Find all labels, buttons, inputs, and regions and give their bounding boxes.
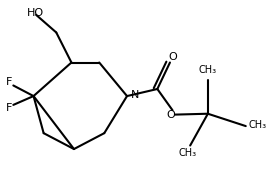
Text: F: F — [6, 103, 12, 113]
Text: O: O — [168, 52, 177, 62]
Text: CH₃: CH₃ — [178, 148, 197, 158]
Text: F: F — [6, 77, 12, 87]
Text: O: O — [167, 110, 176, 120]
Text: CH₃: CH₃ — [248, 120, 266, 130]
Text: CH₃: CH₃ — [199, 66, 217, 75]
Text: HO: HO — [27, 8, 44, 18]
Text: N: N — [131, 90, 139, 100]
